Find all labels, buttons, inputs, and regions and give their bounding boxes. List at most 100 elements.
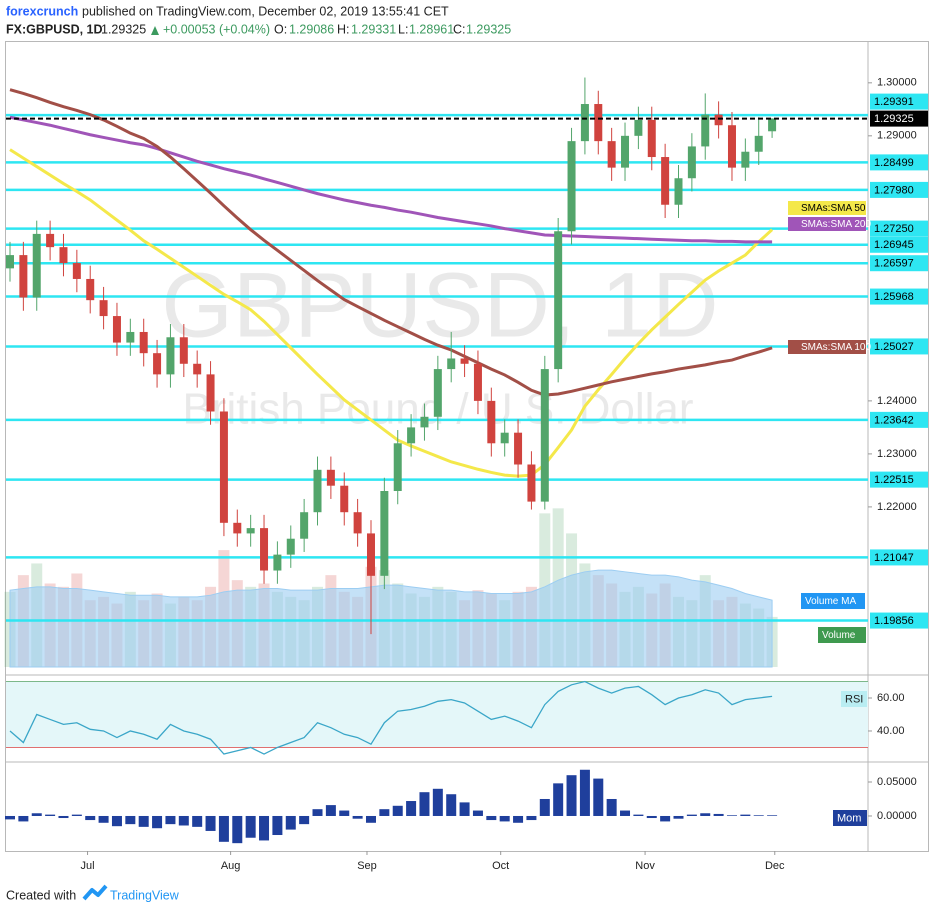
momentum-bar	[165, 815, 176, 825]
momentum-bar	[285, 815, 296, 830]
legend-tag-bg	[833, 810, 867, 826]
sma-line	[9, 148, 774, 478]
sma-line	[9, 88, 773, 397]
last-price-label: 1.29325	[874, 113, 914, 125]
momentum-bar	[205, 815, 216, 831]
open-value: 1.29086	[289, 22, 334, 36]
symbol: FX:GBPUSD, 1D	[6, 22, 103, 36]
candle-body	[473, 363, 482, 401]
momentum-bar	[178, 815, 189, 826]
y-tick-label: 1.23000	[877, 448, 917, 460]
candle-body	[768, 118, 777, 132]
momentum-bar	[539, 798, 550, 816]
x-tick-label: Dec	[765, 860, 785, 872]
legend-tag: Volume MA	[805, 596, 856, 607]
momentum-bar	[45, 814, 56, 816]
momentum-bar	[673, 815, 684, 819]
candle-body	[260, 528, 269, 571]
legend-tag: RSI	[845, 693, 863, 705]
y-tick-label: 1.29000	[877, 130, 917, 142]
level-label: 1.19856	[874, 615, 914, 627]
momentum-bar	[85, 815, 96, 821]
momentum-bar	[58, 815, 69, 819]
level-label-bg	[870, 154, 928, 171]
y-tick-label: 40.00	[877, 725, 905, 737]
candle-body	[607, 141, 616, 168]
x-tick-label: Nov	[635, 860, 655, 872]
y-tick-label: 1.30000	[877, 77, 917, 89]
y-tick-label: 0.00000	[877, 810, 917, 822]
candle-body	[380, 491, 389, 576]
legend-tag-bg	[818, 627, 866, 643]
candle-body	[420, 416, 429, 428]
level-label-bg	[870, 93, 928, 110]
candle-body	[126, 331, 135, 343]
momentum-bar	[232, 815, 243, 844]
momentum-bar	[339, 810, 350, 816]
author[interactable]: forexcrunch	[6, 4, 78, 18]
candle-body	[554, 231, 563, 370]
candle-body	[166, 337, 175, 375]
candle-body	[661, 157, 670, 205]
candle-body	[567, 141, 576, 232]
last-price: 1.29325	[101, 22, 146, 36]
legend-tag: Volume	[822, 630, 856, 641]
watermark: GBPUSD, 1D	[161, 254, 718, 356]
level-label: 1.28499	[874, 157, 914, 169]
legend-tag-bg	[788, 340, 866, 354]
level-label-bg	[870, 411, 928, 428]
candle-body	[393, 443, 402, 492]
level-label-bg	[870, 181, 928, 198]
momentum-bar	[740, 814, 751, 816]
momentum-bar	[272, 815, 283, 836]
momentum-bar	[499, 815, 510, 822]
momentum-bar	[726, 815, 737, 816]
candle-body	[527, 464, 536, 502]
momentum-bar	[5, 815, 15, 820]
momentum-bar	[513, 815, 524, 823]
high-label: H:	[337, 22, 350, 36]
level-label-bg	[870, 236, 928, 253]
candle-body	[112, 316, 121, 343]
candle-body	[594, 104, 603, 142]
momentum-bar	[218, 815, 229, 842]
up-arrow-icon	[151, 26, 159, 35]
y-tick-label: 0.05000	[877, 776, 917, 788]
momentum-bar	[352, 815, 363, 819]
frame	[5, 41, 929, 852]
candle-body	[153, 353, 162, 375]
level-label-bg	[870, 255, 928, 272]
open-label: O:	[274, 22, 287, 36]
legend-tag-bg	[788, 201, 866, 215]
rsi-band	[6, 681, 868, 748]
close-label: C:	[453, 22, 466, 36]
momentum-bar	[406, 801, 417, 816]
y-tick-label: 1.24000	[877, 395, 917, 407]
plot-layer: Volume MA Volume 1.22000 1.23000 1.24000 1.29…	[4, 77, 928, 872]
candle-body	[500, 432, 509, 444]
candle-body	[179, 337, 188, 364]
legend-tag: SMAs:SMA 200	[801, 219, 871, 230]
candle-body	[19, 255, 28, 298]
level-label: 1.29391	[874, 96, 914, 108]
momentum-bar	[379, 809, 390, 816]
candle-body	[727, 125, 736, 168]
legend-tag: SMAs:SMA 100	[801, 342, 871, 353]
x-tick-label: Jul	[81, 860, 95, 872]
momentum-bar	[472, 810, 483, 816]
candle-body	[326, 469, 335, 486]
legend-tag-bg	[841, 691, 867, 707]
momentum-bar	[299, 815, 310, 825]
momentum-bar	[432, 788, 443, 816]
price-change: +0.00053 (+0.04%)	[163, 22, 270, 36]
candle-body	[754, 135, 763, 152]
momentum-bar	[365, 815, 376, 823]
momentum-bar	[259, 815, 270, 841]
candle-body	[59, 247, 68, 264]
momentum-bar	[459, 802, 470, 816]
candle-body	[300, 512, 309, 539]
x-tick-label: Aug	[221, 860, 241, 872]
momentum-bar	[18, 815, 29, 822]
footer-brand[interactable]: TradingView	[110, 888, 180, 902]
candle-body	[286, 538, 295, 555]
